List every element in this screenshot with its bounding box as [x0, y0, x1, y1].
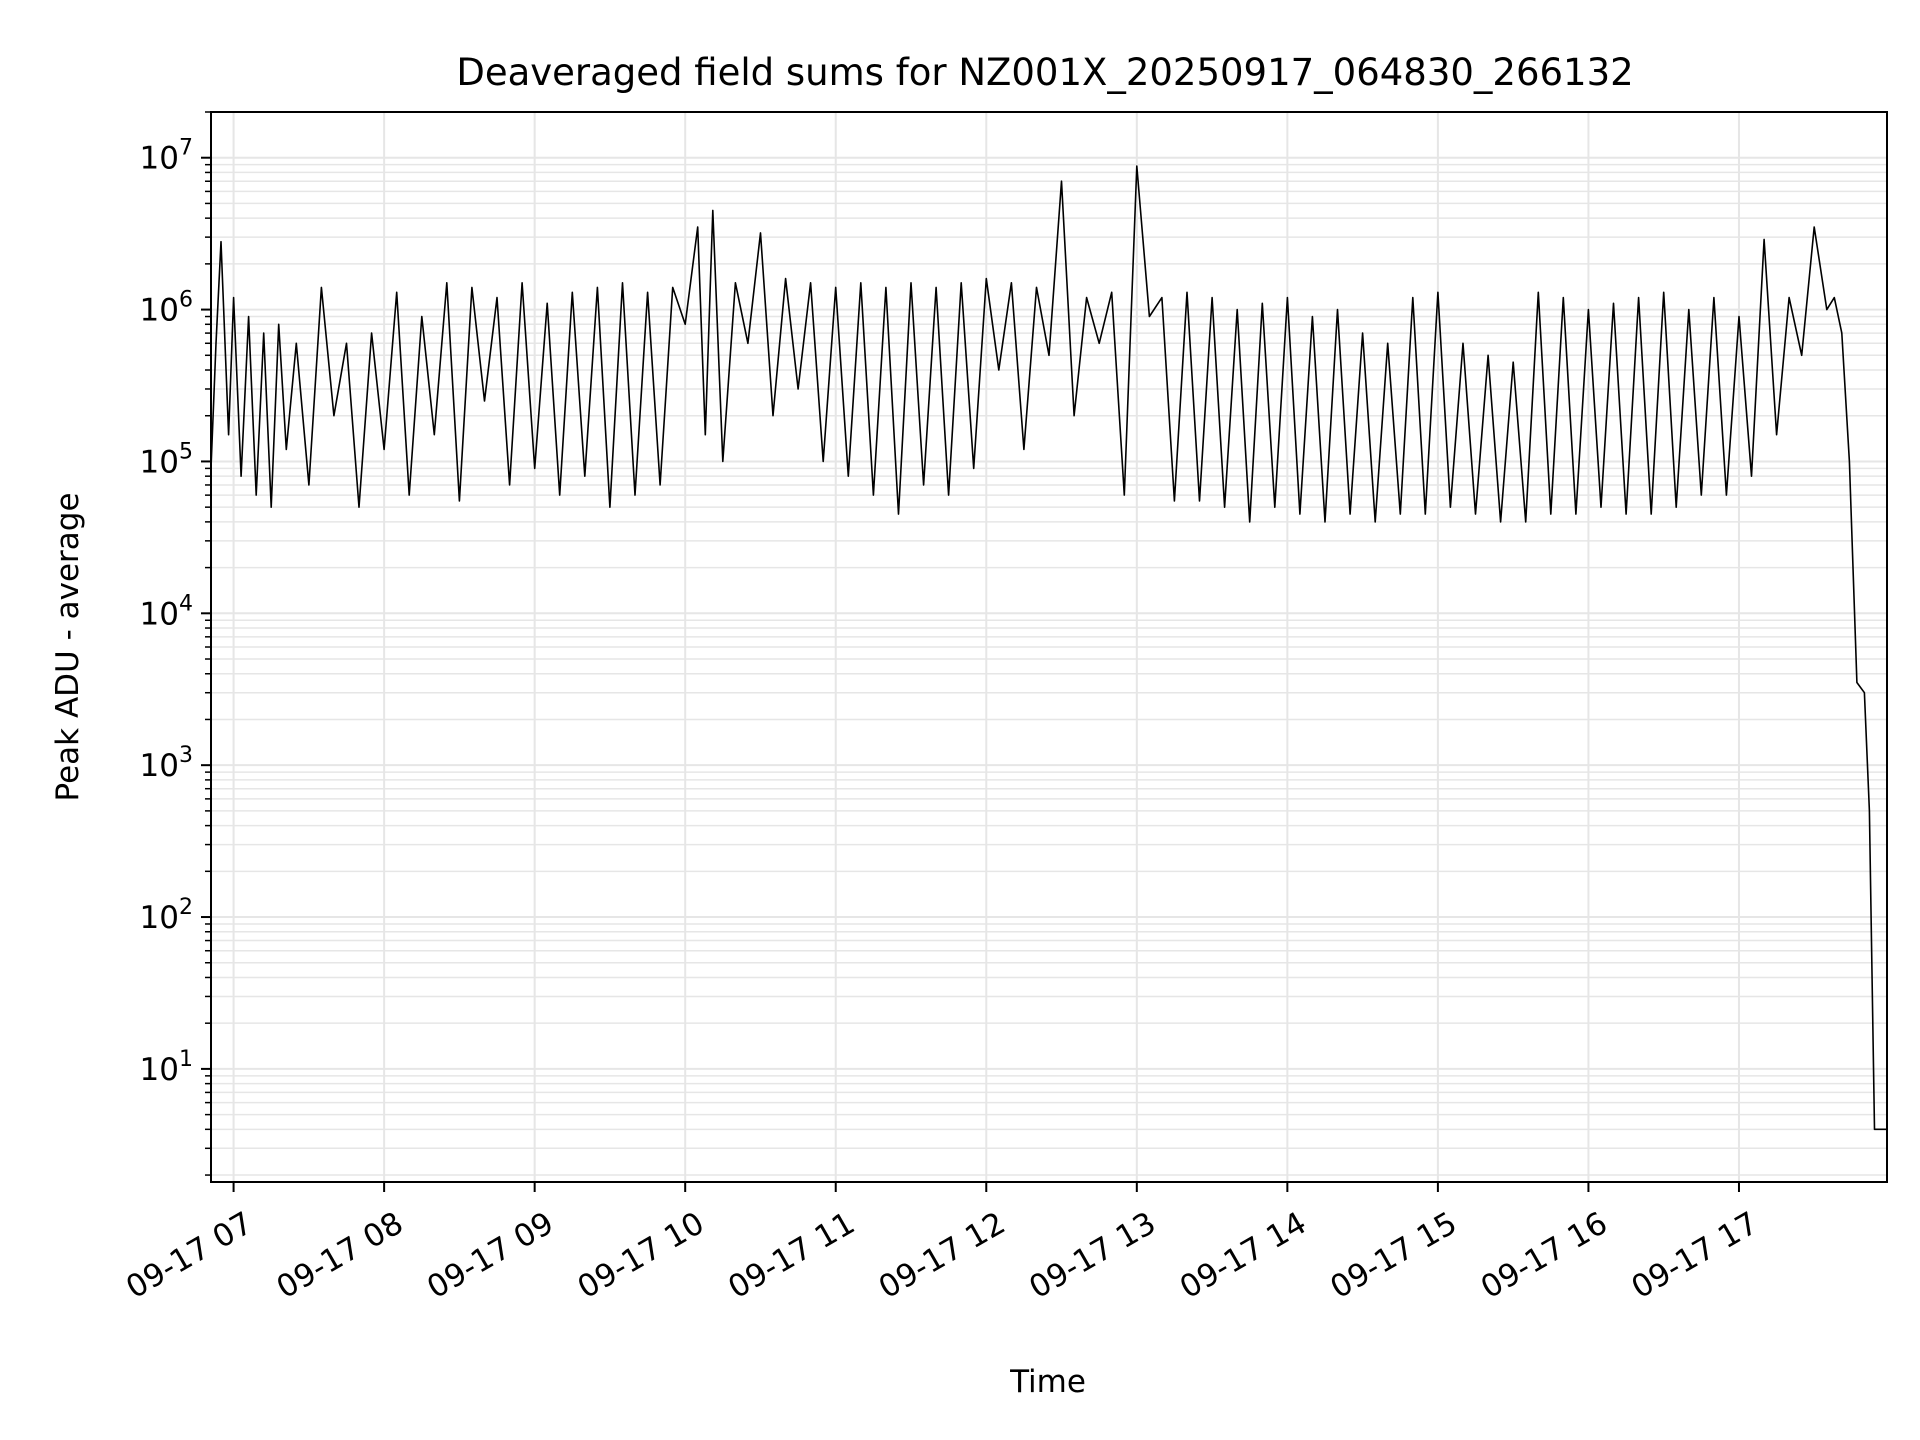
grid [211, 111, 1887, 1182]
y-tick-label: 107 [140, 136, 193, 177]
y-tick-label: 101 [140, 1047, 193, 1088]
y-tick-label: 102 [140, 895, 193, 936]
y-tick-label: 106 [140, 288, 193, 329]
y-tick-label: 103 [140, 743, 193, 784]
y-axis-title: Peak ADU - average [50, 492, 86, 801]
y-axis: 101 102 103 104 105 106 107 [140, 111, 211, 1176]
y-tick-label: 105 [140, 439, 193, 480]
series-line [210, 165, 1887, 1131]
series-polyline [210, 165, 1887, 1131]
x-axis-title: Time [1009, 1364, 1086, 1400]
y-tick-label: 104 [140, 591, 193, 632]
chart-title: Deaveraged field sums for NZ001X_2025091… [456, 51, 1633, 94]
